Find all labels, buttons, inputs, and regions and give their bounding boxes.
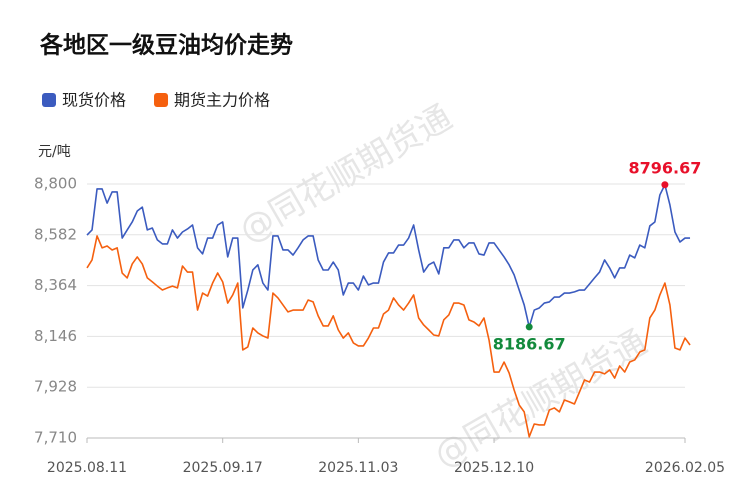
chart-title: 各地区一级豆油均价走势 bbox=[39, 32, 293, 59]
watermark: @同花顺期货通 bbox=[233, 97, 459, 251]
x-tick-label: 2026.02.05 bbox=[645, 460, 725, 476]
x-tick-label: 2025.11.03 bbox=[318, 460, 398, 476]
legend-swatch bbox=[42, 93, 56, 107]
extreme-label: 8796.67 bbox=[628, 158, 701, 177]
y-tick-label: 7,928 bbox=[34, 378, 77, 396]
y-tick-label: 8,146 bbox=[34, 327, 77, 345]
x-tick-label: 2025.09.17 bbox=[183, 460, 263, 476]
legend-label: 期货主力价格 bbox=[174, 91, 270, 110]
y-tick-label: 8,364 bbox=[34, 276, 77, 294]
y-axis-label: 元/吨 bbox=[38, 144, 71, 160]
x-tick-label: 2025.12.10 bbox=[454, 460, 534, 476]
x-tick-label: 2025.08.11 bbox=[47, 460, 127, 476]
extreme-label: 8186.67 bbox=[493, 334, 566, 353]
legend-label: 现货价格 bbox=[62, 91, 126, 110]
y-tick-label: 8,582 bbox=[34, 225, 77, 243]
y-tick-label: 8,800 bbox=[34, 175, 77, 193]
extreme-point bbox=[525, 323, 533, 331]
line-series bbox=[86, 183, 691, 328]
legend-swatch bbox=[154, 93, 169, 107]
y-tick-label: 7,710 bbox=[34, 429, 77, 447]
extreme-point bbox=[661, 181, 669, 189]
line-series bbox=[86, 235, 691, 438]
